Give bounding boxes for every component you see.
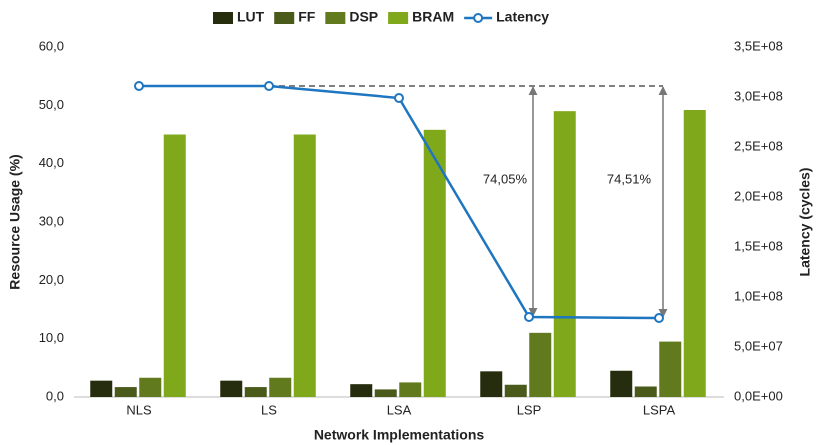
- bar: [244, 387, 267, 397]
- x-tick-label: LSPA: [643, 402, 676, 417]
- legend-marker: [473, 13, 484, 23]
- bar: [220, 380, 243, 397]
- bar: [423, 129, 446, 398]
- y-tick-label: 40,0: [39, 155, 64, 170]
- y-tick-label: 10,0: [39, 330, 64, 345]
- y2-tick-label: 2,5E+08: [734, 138, 783, 153]
- bar: [610, 370, 633, 397]
- y-tick-label: 20,0: [39, 272, 64, 287]
- legend-swatch: [213, 12, 233, 24]
- bar: [683, 110, 706, 397]
- y2-tick-label: 1,5E+08: [734, 238, 783, 253]
- annotation: 74,51%: [607, 171, 652, 186]
- x-tick-label: LSP: [517, 402, 542, 417]
- legend-swatch: [274, 12, 295, 24]
- y-tick-label: 50,0: [39, 97, 64, 112]
- legend-label: BRAM: [412, 9, 454, 25]
- x-tick-label: NLS: [126, 402, 152, 417]
- legend-swatch: [325, 12, 346, 24]
- legend-label: LUT: [237, 9, 265, 25]
- marker: [134, 81, 144, 91]
- y2-tick-label: 5,0E+07: [734, 338, 783, 353]
- bar: [163, 134, 186, 397]
- marker: [394, 93, 404, 103]
- bar: [529, 332, 552, 397]
- bar: [90, 380, 113, 397]
- annotation: 74,05%: [483, 171, 528, 186]
- bar: [504, 384, 527, 397]
- bar: [293, 134, 316, 397]
- bar: [374, 389, 397, 397]
- bar: [553, 111, 576, 398]
- bar: [659, 341, 682, 397]
- bar: [350, 384, 373, 397]
- y2-tick-label: 2,0E+08: [734, 188, 783, 203]
- y2-tick-label: 3,5E+08: [734, 38, 783, 53]
- legend-label: Latency: [496, 9, 549, 25]
- bar: [634, 386, 657, 397]
- x-axis-title: Network Implementations: [314, 427, 485, 443]
- legend-swatch: [388, 12, 409, 24]
- y-axis-title: Resource Usage (%): [7, 154, 23, 289]
- bar: [399, 382, 422, 397]
- bar: [139, 377, 162, 397]
- legend-label: FF: [298, 9, 316, 25]
- x-tick-label: LS: [261, 402, 277, 417]
- x-tick-label: LSA: [387, 402, 412, 417]
- legend-label: DSP: [349, 9, 378, 25]
- marker: [264, 81, 274, 91]
- y-tick-label: 0,0: [46, 388, 64, 403]
- line: [139, 84, 660, 320]
- bar: [269, 377, 292, 397]
- y-tick-label: 60,0: [39, 38, 64, 53]
- bar: [114, 387, 137, 397]
- marker: [654, 313, 664, 323]
- y-tick-label: 30,0: [39, 213, 64, 228]
- y2-tick-label: 3,0E+08: [734, 88, 783, 103]
- bar: [480, 371, 503, 397]
- marker: [524, 312, 534, 322]
- y2-tick-label: 1,0E+08: [734, 288, 783, 303]
- y2-axis-title: Latency (cycles): [797, 168, 813, 277]
- y2-tick-label: 0,0E+00: [734, 388, 783, 403]
